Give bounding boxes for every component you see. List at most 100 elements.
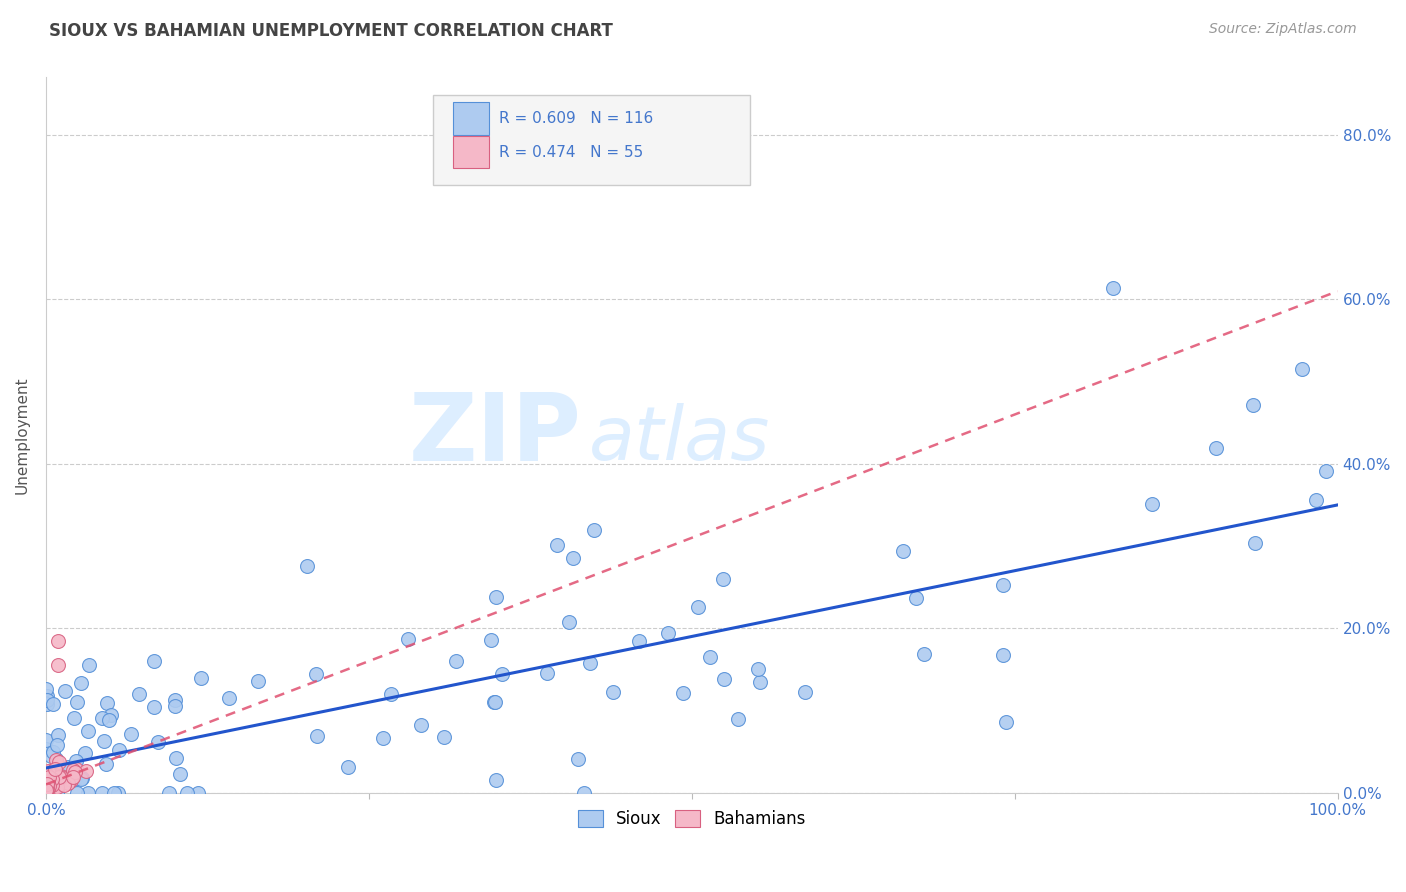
Legend: Sioux, Bahamians: Sioux, Bahamians [571, 803, 813, 834]
Point [794, 685, 817, 699]
Point [35, 785, 58, 799]
Point [100, 708, 122, 723]
Point [37, 764, 59, 778]
Point [63, 772, 86, 786]
Point [484, 695, 506, 709]
Point [35, 768, 58, 782]
Point [38, 782, 60, 797]
Point [35, 772, 58, 787]
Point [157, 786, 180, 800]
Text: R = 0.474   N = 55: R = 0.474 N = 55 [499, 145, 644, 160]
Point [35, 776, 58, 790]
Point [433, 730, 456, 744]
Point [411, 718, 433, 732]
Point [56, 760, 79, 774]
Point [37, 786, 59, 800]
Point [37, 769, 59, 783]
Point [747, 662, 769, 676]
Point [481, 632, 503, 647]
Point [176, 786, 198, 800]
Point [35, 689, 58, 703]
Point [993, 578, 1015, 592]
Point [44, 762, 66, 776]
Point [35, 697, 58, 711]
Point [711, 572, 734, 586]
Point [35, 775, 58, 789]
Point [35, 770, 58, 784]
Point [35, 769, 58, 783]
Point [41, 780, 63, 795]
Point [39, 786, 62, 800]
Point [657, 626, 679, 640]
Point [96, 696, 118, 710]
Point [45, 752, 67, 766]
Point [35, 786, 58, 800]
Point [94, 757, 117, 772]
Point [380, 687, 402, 701]
Point [35, 778, 58, 792]
Point [38, 786, 60, 800]
Point [246, 673, 269, 688]
Point [305, 666, 328, 681]
Point [37, 785, 59, 799]
Point [48, 777, 70, 791]
Point [103, 786, 125, 800]
FancyBboxPatch shape [453, 136, 489, 169]
Point [66, 695, 89, 709]
Point [35, 786, 58, 800]
Point [90, 786, 112, 800]
Point [42, 745, 65, 759]
Point [749, 674, 772, 689]
Point [107, 786, 129, 800]
Point [546, 538, 568, 552]
Point [995, 714, 1018, 729]
Point [35, 681, 58, 696]
Point [35, 780, 58, 795]
Point [35, 777, 58, 791]
Text: atlas: atlas [589, 402, 770, 475]
Point [65, 754, 87, 768]
Point [70, 676, 93, 690]
Point [37, 780, 59, 795]
Point [48, 756, 70, 770]
Point [63, 711, 86, 725]
Point [35, 767, 58, 781]
Point [35, 691, 58, 706]
Point [75, 764, 97, 779]
Point [37, 774, 59, 789]
Point [567, 752, 589, 766]
Point [75, 746, 97, 760]
Point [77, 724, 100, 739]
Point [190, 672, 212, 686]
Point [35, 733, 58, 747]
Point [35, 775, 58, 789]
Point [295, 559, 318, 574]
Point [713, 672, 735, 686]
Point [70, 771, 93, 785]
Point [42, 771, 65, 785]
Point [305, 729, 328, 743]
Point [37, 765, 59, 780]
Point [1315, 464, 1337, 478]
Point [491, 666, 513, 681]
Text: R = 0.609   N = 116: R = 0.609 N = 116 [499, 112, 654, 127]
Point [35, 765, 58, 780]
Point [41, 778, 63, 792]
Point [35, 786, 58, 800]
Point [98, 713, 121, 727]
Point [912, 647, 935, 661]
Point [62, 763, 84, 777]
Point [70, 772, 93, 787]
Point [62, 770, 84, 784]
FancyBboxPatch shape [453, 103, 489, 135]
Point [77, 786, 100, 800]
Point [165, 750, 187, 764]
Point [48, 770, 70, 784]
Point [337, 760, 360, 774]
Point [35, 778, 58, 792]
Point [45, 786, 67, 800]
Point [699, 650, 721, 665]
Point [1244, 536, 1267, 550]
Point [143, 699, 166, 714]
Point [39, 749, 62, 764]
